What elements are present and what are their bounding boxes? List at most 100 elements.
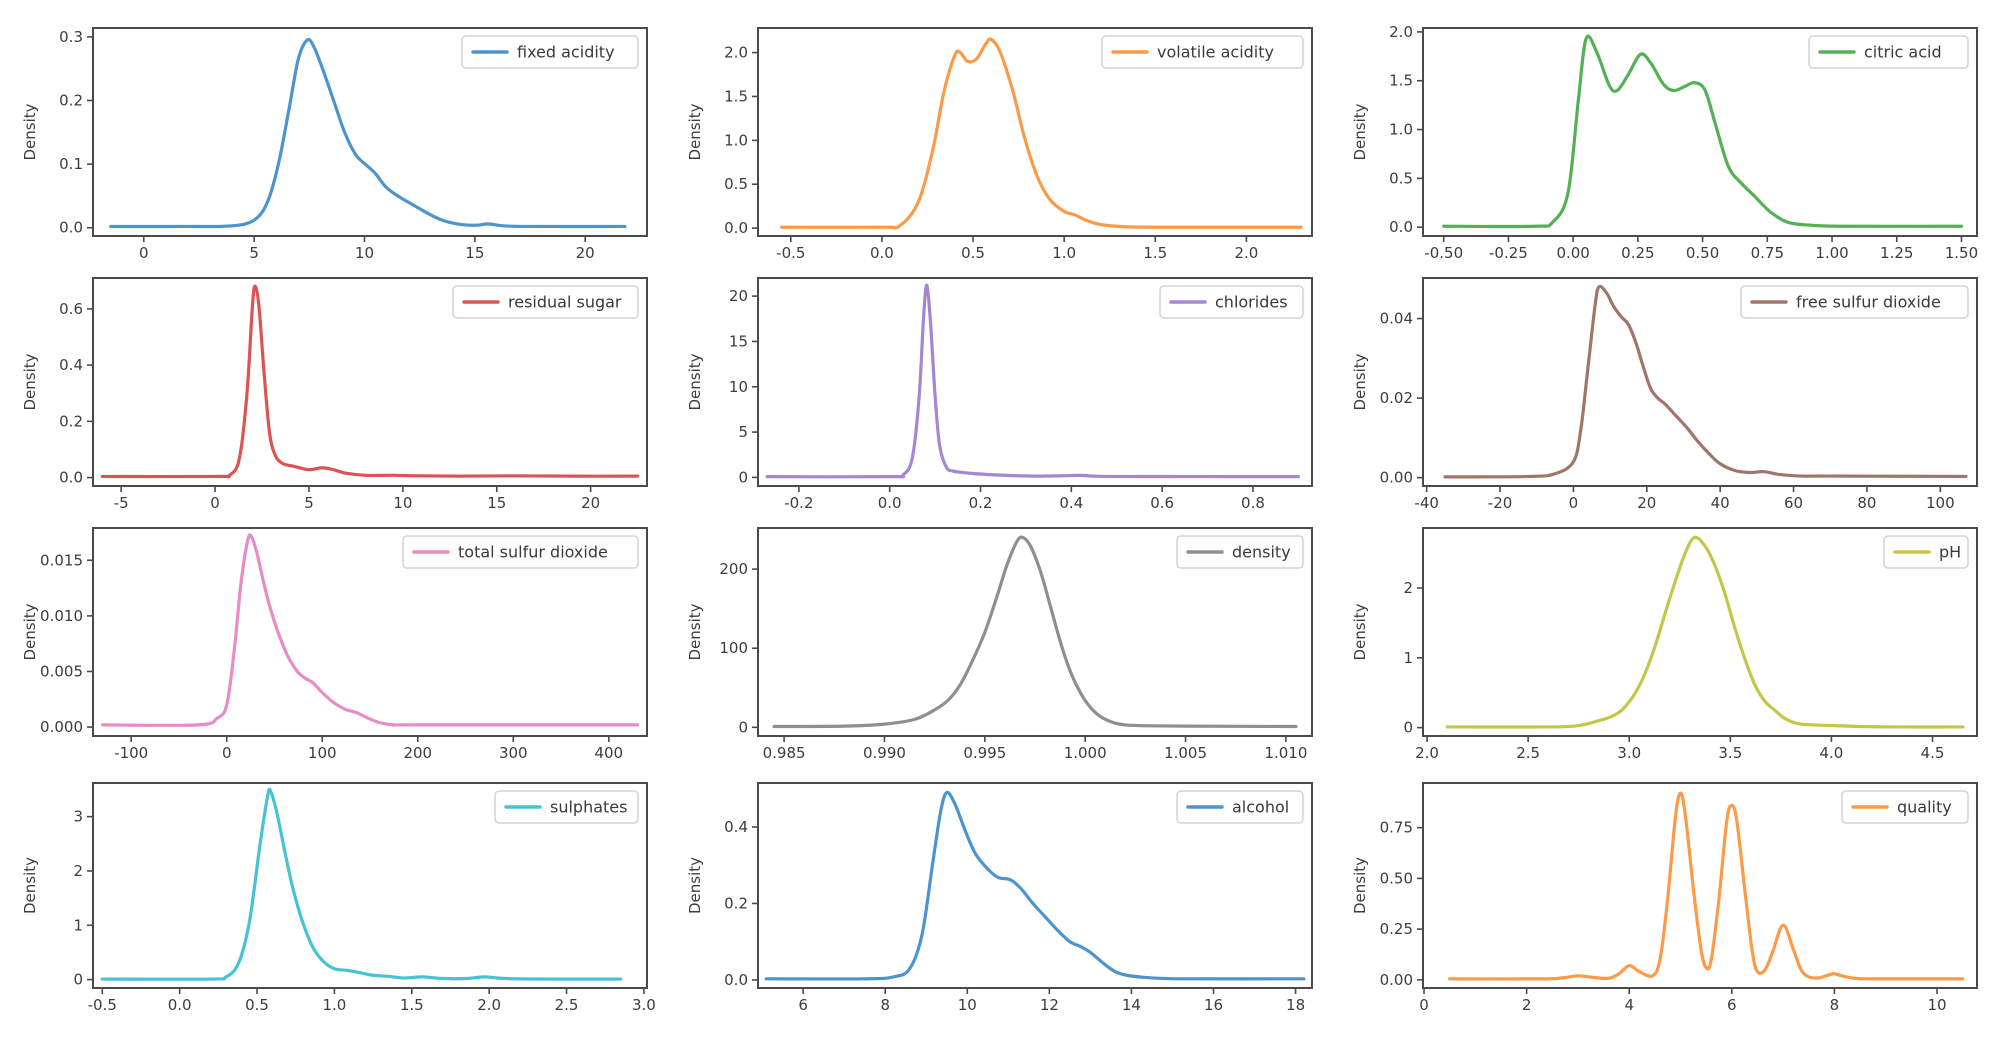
subplot-volatile-acidity: 0.0 0.5 1.0 1.5 2.0 -0.5 0.0 0.5 1.0 1.5 2.0 Densit… [660, 0, 1320, 260]
plot-frame [757, 277, 1313, 487]
legend-label: sulphates [550, 798, 627, 817]
y-tick-label: 5 [738, 423, 748, 441]
y-tick-label: 0.4 [59, 356, 83, 374]
x-tick-label: 10 [355, 244, 374, 260]
x-tick-label: 0.50 [1686, 244, 1719, 260]
subplot-pH: 0 1 2 2.0 2.5 3.0 3.5 4.0 4.5 Density pH [1320, 520, 2000, 780]
x-tick-label: 0.4 [1059, 494, 1083, 512]
x-tick-label: 3.5 [1718, 744, 1742, 762]
subplot-canvas-total-sulfur-dioxide: 0.000 0.005 0.010 0.015 -100 0 100 200 300 400 Den… [21, 527, 648, 762]
kde-curve-quality [1448, 791, 1965, 981]
plot-frame [1422, 277, 1978, 487]
y-tick-label: 0.0 [1389, 218, 1413, 236]
y-tick-label: 2.0 [724, 44, 748, 62]
y-tick-label: 0.50 [1380, 869, 1413, 887]
legend-box [1808, 35, 1969, 69]
legend-box [494, 790, 639, 824]
x-tick-label: 400 [594, 744, 623, 762]
y-tick-label: 1.5 [724, 87, 748, 105]
y-tick-label: 0.02 [1380, 389, 1413, 407]
y-axis-title: Density [686, 857, 704, 914]
plot-frame [92, 782, 648, 989]
legend: alcohol [1176, 790, 1304, 824]
x-tick-label: 4 [1624, 996, 1634, 1014]
x-tick-label: -0.5 [776, 244, 805, 260]
kde-curve-citric-acid [1442, 34, 1964, 229]
x-tick-label: 20 [576, 244, 595, 260]
legend-label: residual sugar [508, 293, 622, 312]
y-axis-title: Density [21, 103, 39, 160]
x-tick-label: -0.25 [1489, 244, 1528, 260]
y-tick-label: 0.75 [1380, 819, 1413, 837]
y-tick-label: 0.0 [724, 971, 748, 989]
subplot-sulphates: 0 1 2 3 -0.5 0.0 0.5 1.0 1.5 2.0 2.5 3.0 Density sulp… [0, 780, 660, 1043]
y-axis-title: Density [686, 353, 704, 410]
x-tick-label: 0.985 [763, 744, 806, 762]
x-tick-label: 0.995 [963, 744, 1006, 762]
y-tick-label: 0.0 [59, 469, 83, 487]
x-tick-label: 2 [1522, 996, 1532, 1014]
legend: free sulfur dioxide [1740, 285, 1969, 319]
legend: residual sugar [452, 285, 639, 319]
y-tick-label: 15 [729, 332, 748, 350]
legend-label: total sulfur dioxide [458, 543, 608, 562]
y-tick-label: 1.0 [1389, 121, 1413, 139]
y-tick-label: 0.4 [724, 818, 748, 836]
y-tick-label: 1 [1403, 649, 1413, 667]
subplot-canvas-sulphates: 0 1 2 3 -0.5 0.0 0.5 1.0 1.5 2.0 2.5 3.0 Density sulp… [21, 782, 656, 1014]
kde-curve-volatile-acidity [780, 37, 1303, 230]
x-tick-label: -0.50 [1424, 244, 1463, 260]
legend-label: pH [1939, 543, 1961, 562]
subplot-canvas-alcohol: 0.0 0.2 0.4 6 8 10 12 14 16 18 Density alcohol [686, 782, 1313, 1014]
x-tick-label: 0.8 [1241, 494, 1265, 512]
x-tick-label: 0.990 [863, 744, 906, 762]
y-tick-label: 0.2 [59, 92, 83, 110]
x-tick-label: 8 [880, 996, 890, 1014]
legend-box [402, 535, 639, 569]
y-tick-label: 0.010 [40, 607, 83, 625]
y-tick-label: 0.04 [1380, 310, 1413, 328]
legend: volatile acidity [1101, 35, 1304, 69]
subplot-residual-sugar: 0.0 0.2 0.4 0.6 -5 0 5 10 15 20 Density residual su… [0, 260, 660, 520]
kde-curve-free-sulfur-dioxide [1443, 284, 1968, 479]
subplot-canvas-pH: 0 1 2 2.0 2.5 3.0 3.5 4.0 4.5 Density pH [1351, 527, 1978, 762]
x-tick-label: 5 [304, 494, 314, 512]
y-tick-label: 2 [73, 862, 83, 880]
subplot-canvas-fixed-acidity: 0.0 0.1 0.2 0.3 0 5 10 15 20 Density fixed acidity [21, 27, 648, 260]
legend-box [1159, 285, 1304, 319]
x-tick-label: 0.00 [1556, 244, 1589, 260]
legend: citric acid [1808, 35, 1969, 69]
y-tick-label: 0.1 [59, 155, 83, 173]
legend-box [1176, 790, 1304, 824]
y-tick-label: 200 [719, 560, 748, 578]
x-tick-label: 300 [499, 744, 528, 762]
y-tick-label: 0.3 [59, 28, 83, 46]
subplot-quality: 0.00 0.25 0.50 0.75 0 2 4 6 8 10 Density quality [1320, 780, 2000, 1043]
subplot-chlorides: 0 5 10 15 20 -0.2 0.0 0.2 0.4 0.6 0.8 Density chlori… [660, 260, 1320, 520]
x-tick-label: 6 [1727, 996, 1737, 1014]
x-tick-label: 0.2 [969, 494, 993, 512]
kde-curve-total-sulfur-dioxide [100, 533, 640, 727]
y-tick-label: 3 [73, 808, 83, 826]
subplot-canvas-free-sulfur-dioxide: 0.00 0.02 0.04 -40 -20 0 20 40 60 80 100 Density fre… [1351, 277, 1978, 512]
kde-curve-chlorides [765, 283, 1300, 479]
legend: total sulfur dioxide [402, 535, 639, 569]
x-tick-label: 1.50 [1945, 244, 1978, 260]
subplot-canvas-chlorides: 0 5 10 15 20 -0.2 0.0 0.2 0.4 0.6 0.8 Density chlori… [686, 277, 1313, 512]
x-tick-label: -100 [114, 744, 148, 762]
x-tick-label: 1.00 [1815, 244, 1848, 260]
x-tick-label: 1.25 [1880, 244, 1913, 260]
plot-frame [757, 27, 1313, 237]
x-tick-label: -0.2 [784, 494, 813, 512]
legend-box [452, 285, 639, 319]
subplot-canvas-volatile-acidity: 0.0 0.5 1.0 1.5 2.0 -0.5 0.0 0.5 1.0 1.5 2.0 Densit… [686, 27, 1313, 260]
subplot-total-sulfur-dioxide: 0.000 0.005 0.010 0.015 -100 0 100 200 300 400 Den… [0, 520, 660, 780]
y-tick-label: 0 [738, 718, 748, 736]
plot-frame [757, 527, 1313, 737]
x-tick-label: -20 [1488, 494, 1513, 512]
legend-box [461, 35, 639, 69]
kde-curve-fixed-acidity [109, 37, 627, 229]
x-tick-label: 80 [1857, 494, 1876, 512]
subplot-free-sulfur-dioxide: 0.00 0.02 0.04 -40 -20 0 20 40 60 80 100 Density fre… [1320, 260, 2000, 520]
